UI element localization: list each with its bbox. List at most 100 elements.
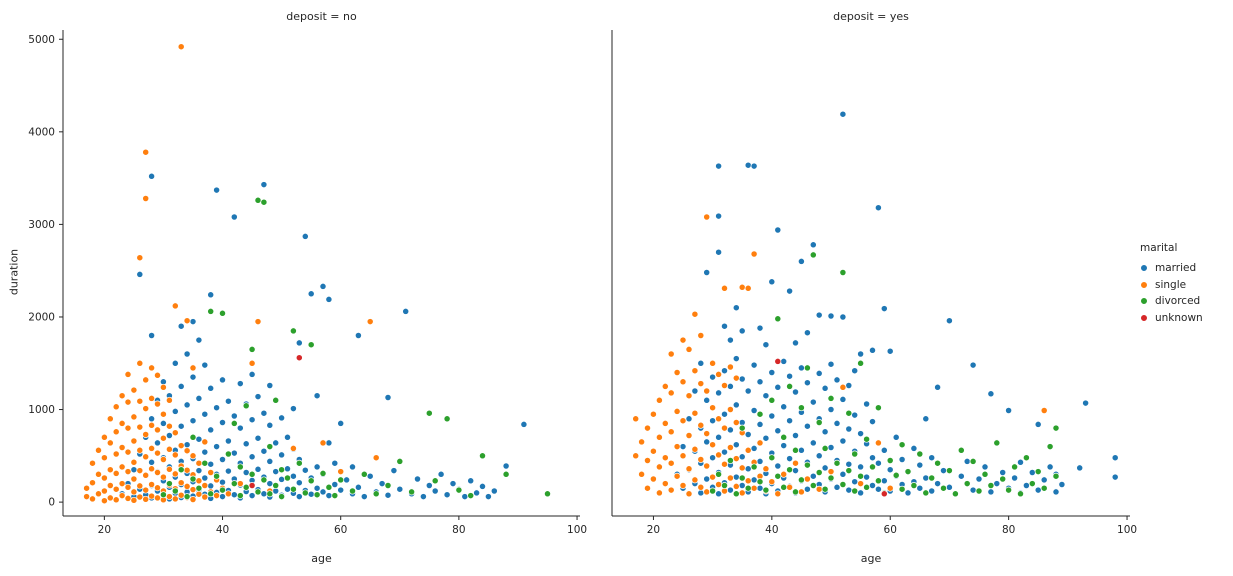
data-point-married bbox=[750, 444, 758, 452]
data-point-single bbox=[721, 460, 728, 468]
data-point-single bbox=[679, 452, 687, 460]
data-point-divorced bbox=[874, 477, 882, 485]
data-point-single bbox=[685, 465, 693, 473]
data-point-divorced bbox=[987, 482, 995, 489]
data-point-married bbox=[354, 483, 362, 491]
data-point-single bbox=[142, 376, 150, 384]
data-point-divorced bbox=[1034, 468, 1042, 476]
data-point-married bbox=[957, 472, 965, 480]
data-point-single bbox=[679, 336, 687, 344]
data-point-single bbox=[118, 480, 126, 488]
data-point-divorced bbox=[981, 470, 989, 478]
data-point-married bbox=[726, 336, 734, 344]
data-point-single bbox=[165, 465, 173, 473]
data-point-single bbox=[100, 487, 108, 495]
data-point-divorced bbox=[1011, 463, 1019, 471]
data-point-single bbox=[148, 492, 156, 500]
data-point-unknown bbox=[248, 482, 256, 489]
data-point-married bbox=[715, 162, 723, 170]
data-point-divorced bbox=[797, 404, 805, 412]
data-point-married bbox=[969, 361, 977, 369]
data-point-married bbox=[721, 322, 728, 330]
data-point-married bbox=[869, 482, 876, 489]
data-point-single bbox=[726, 474, 734, 482]
data-point-divorced bbox=[786, 466, 794, 474]
data-point-married bbox=[833, 483, 841, 491]
data-point-married bbox=[230, 213, 238, 221]
data-point-single bbox=[679, 417, 687, 425]
data-point-single bbox=[106, 482, 114, 489]
data-point-married bbox=[709, 417, 717, 425]
data-point-single bbox=[726, 444, 734, 451]
data-point-married bbox=[845, 486, 853, 494]
data-point-married bbox=[1082, 399, 1090, 407]
data-point-single bbox=[112, 496, 120, 504]
data-point-married bbox=[1052, 488, 1060, 496]
data-point-married bbox=[756, 324, 764, 332]
data-point-married bbox=[863, 400, 871, 408]
data-point-single bbox=[709, 359, 717, 367]
data-point-single bbox=[195, 459, 203, 467]
data-point-divorced bbox=[904, 468, 912, 476]
data-point-divorced bbox=[260, 198, 268, 206]
data-point-single bbox=[142, 148, 150, 156]
data-point-single bbox=[195, 477, 203, 485]
data-point-married bbox=[1022, 482, 1030, 489]
data-point-divorced bbox=[869, 463, 876, 471]
data-point-divorced bbox=[803, 461, 811, 469]
data-point-divorced bbox=[768, 454, 776, 462]
data-point-divorced bbox=[709, 487, 717, 495]
data-point-divorced bbox=[1052, 424, 1060, 432]
data-point-divorced bbox=[242, 483, 250, 491]
data-point-divorced bbox=[940, 484, 947, 492]
data-point-divorced bbox=[307, 477, 315, 485]
data-point-married bbox=[1111, 454, 1119, 462]
data-point-divorced bbox=[863, 483, 871, 491]
data-point-married bbox=[130, 466, 138, 474]
data-point-married bbox=[738, 482, 746, 489]
data-point-married bbox=[284, 433, 291, 441]
data-point-married bbox=[815, 311, 823, 319]
x-axis-label-left: age bbox=[311, 552, 332, 565]
data-point-single bbox=[189, 452, 197, 460]
data-point-married bbox=[839, 437, 847, 445]
data-point-married bbox=[809, 398, 817, 406]
data-point-married bbox=[780, 403, 788, 411]
data-point-divorced bbox=[738, 474, 746, 482]
data-point-single bbox=[95, 490, 102, 498]
data-point-married bbox=[343, 476, 351, 484]
data-point-single bbox=[726, 406, 734, 413]
data-point-single bbox=[124, 424, 132, 432]
data-point-married bbox=[295, 493, 303, 501]
data-point-divorced bbox=[254, 196, 262, 204]
data-point-divorced bbox=[213, 472, 221, 480]
data-point-single bbox=[685, 432, 693, 439]
data-point-divorced bbox=[786, 382, 794, 390]
data-point-divorced bbox=[319, 469, 327, 477]
data-point-single bbox=[171, 451, 179, 459]
data-point-married bbox=[892, 433, 900, 441]
data-point-single bbox=[165, 422, 173, 430]
data-point-married bbox=[768, 369, 776, 376]
data-point-married bbox=[248, 370, 256, 378]
data-point-married bbox=[744, 387, 752, 395]
data-point-married bbox=[319, 282, 327, 290]
data-point-divorced bbox=[892, 471, 900, 479]
legend-marker-icon bbox=[1140, 280, 1148, 289]
data-point-divorced bbox=[839, 481, 847, 488]
data-point-married bbox=[756, 378, 764, 386]
data-point-married bbox=[260, 181, 268, 189]
data-point-single bbox=[673, 443, 681, 451]
data-point-single bbox=[839, 383, 847, 391]
data-point-single bbox=[183, 466, 191, 474]
data-point-single bbox=[248, 359, 256, 367]
data-point-single bbox=[644, 484, 651, 492]
data-point-married bbox=[845, 425, 853, 433]
data-point-divorced bbox=[774, 315, 782, 323]
data-point-single bbox=[780, 470, 788, 478]
data-point-divorced bbox=[236, 492, 244, 500]
data-point-married bbox=[148, 458, 156, 466]
data-point-divorced bbox=[815, 469, 823, 476]
data-point-married bbox=[242, 440, 250, 448]
